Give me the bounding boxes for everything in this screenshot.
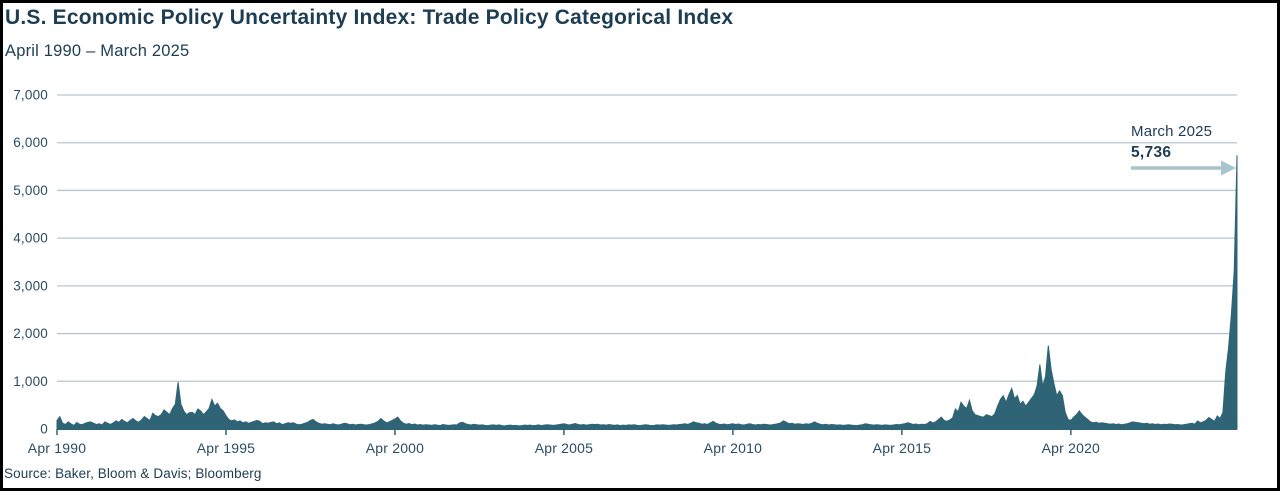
- y-axis-tick-label: 5,000: [13, 183, 48, 198]
- annotation-value: 5,736: [1131, 144, 1172, 161]
- right-arrow-icon-head: [1221, 160, 1236, 176]
- y-axis-tick-label: 0: [40, 422, 48, 437]
- x-axis-tick-label: Apr 2005: [535, 440, 593, 456]
- y-axis-tick-label: 3,000: [13, 278, 48, 293]
- y-axis-tick-label: 6,000: [13, 135, 48, 150]
- x-axis-tick-label: Apr 2015: [873, 440, 931, 456]
- annotation-date-label: March 2025: [1131, 123, 1213, 140]
- y-axis-tick-label: 4,000: [13, 231, 48, 246]
- source-note: Source: Baker, Bloom & Davis; Bloomberg: [4, 466, 262, 481]
- x-axis-tick-label: Apr 1990: [28, 440, 86, 456]
- page-title: U.S. Economic Policy Uncertainty Index: …: [5, 6, 734, 29]
- y-axis-tick-label: 2,000: [13, 326, 48, 341]
- x-axis-tick-label: Apr 1995: [197, 440, 255, 456]
- y-axis-tick-label: 7,000: [13, 88, 48, 103]
- area-series: [56, 155, 1238, 430]
- date-range-subtitle: April 1990 – March 2025: [5, 42, 190, 60]
- y-axis-tick-label: 1,000: [13, 374, 48, 389]
- x-axis-tick-label: Apr 2010: [704, 440, 762, 456]
- x-axis-tick-label: Apr 2020: [1042, 440, 1100, 456]
- x-axis-tick-label: Apr 2000: [366, 440, 424, 456]
